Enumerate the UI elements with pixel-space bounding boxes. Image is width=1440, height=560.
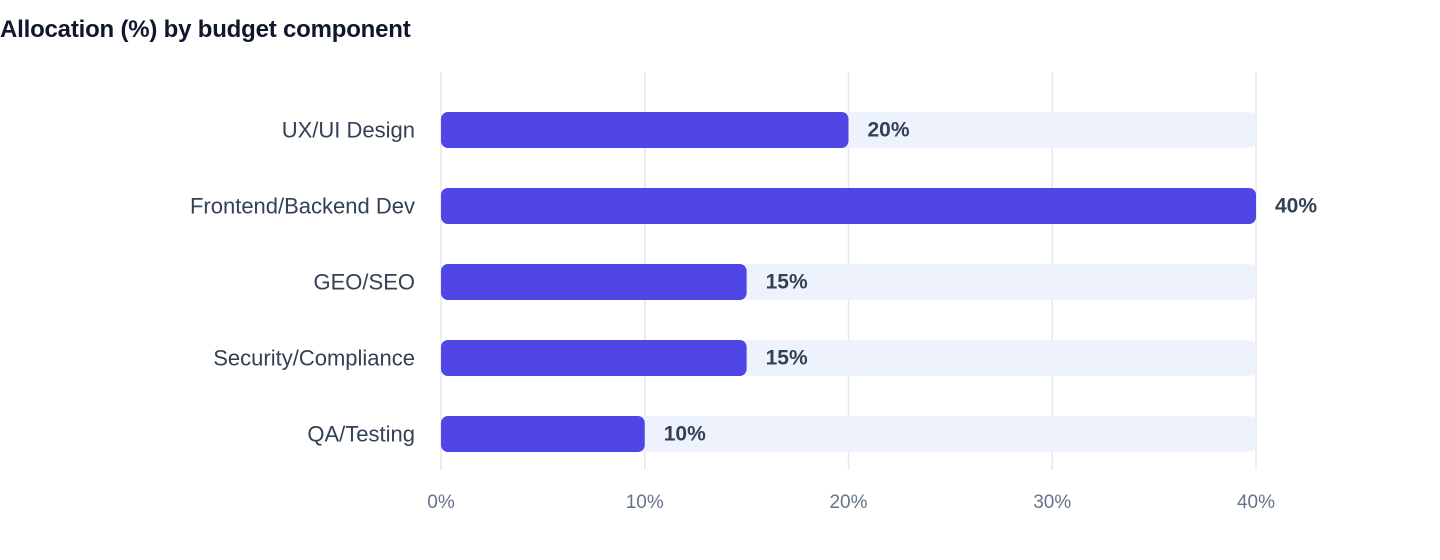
chart-title: Allocation (%) by budget component <box>0 16 411 43</box>
category-label: QA/Testing <box>307 422 415 447</box>
bar <box>441 112 849 148</box>
category-label: Security/Compliance <box>213 346 415 371</box>
value-label: 15% <box>766 347 808 370</box>
value-label: 40% <box>1275 195 1317 218</box>
x-tick-label: 30% <box>1033 492 1071 513</box>
x-axis-tick-labels: 0% 10% 20% 30% 40% <box>427 492 1275 513</box>
category-label: GEO/SEO <box>314 270 415 295</box>
value-label: 15% <box>766 271 808 294</box>
value-label: 10% <box>664 423 706 446</box>
bar <box>441 188 1256 224</box>
value-labels: 20% 40% 15% 15% 10% <box>664 119 1318 446</box>
x-tick-label: 0% <box>427 492 455 513</box>
x-tick-label: 40% <box>1237 492 1275 513</box>
bar <box>441 416 645 452</box>
category-label: Frontend/Backend Dev <box>190 194 415 219</box>
x-tick-label: 10% <box>626 492 664 513</box>
bars <box>441 112 1256 452</box>
category-label: UX/UI Design <box>282 118 415 143</box>
value-label: 20% <box>868 119 910 142</box>
bar <box>441 264 747 300</box>
x-tick-label: 20% <box>829 492 867 513</box>
bar <box>441 340 747 376</box>
category-labels: UX/UI Design Frontend/Backend Dev GEO/SEO S… <box>190 118 415 447</box>
